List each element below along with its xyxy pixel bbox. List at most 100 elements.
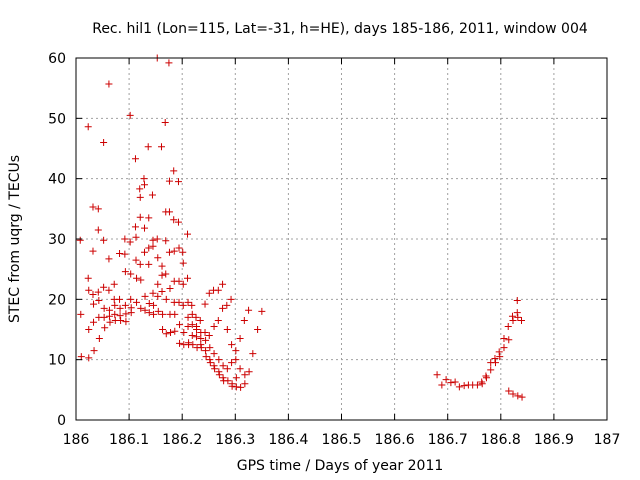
x-tick-label: 186.5 <box>321 432 361 448</box>
data-point <box>140 248 148 256</box>
data-point <box>495 348 503 356</box>
data-point <box>89 203 97 211</box>
data-point <box>211 365 219 373</box>
axis-ticks <box>75 57 608 421</box>
data-point <box>140 181 148 189</box>
data-point <box>105 306 113 314</box>
data-point <box>117 316 125 324</box>
data-point <box>236 365 244 373</box>
data-point <box>224 377 232 385</box>
data-point <box>159 326 167 333</box>
data-point <box>90 318 98 326</box>
y-tick-label: 50 <box>48 111 66 127</box>
data-point <box>184 298 192 306</box>
data-point <box>77 353 85 361</box>
data-point <box>174 218 182 226</box>
x-axis-label: GPS time / Days of year 2011 <box>237 458 444 474</box>
data-point <box>482 374 490 382</box>
data-point <box>442 376 450 384</box>
data-point <box>110 280 118 288</box>
data-point <box>149 236 157 244</box>
data-point <box>513 297 521 305</box>
chart-title: Rec. hil1 (Lon=115, Lat=-31, h=HE), days… <box>92 21 588 37</box>
data-point <box>491 359 499 367</box>
data-point <box>153 235 161 243</box>
grid-lines <box>76 58 607 420</box>
data-point <box>127 270 135 278</box>
data-point <box>165 208 173 216</box>
data-point <box>236 335 244 343</box>
data-point <box>201 300 209 308</box>
data-point <box>478 378 486 386</box>
data-point <box>245 306 253 314</box>
data-point <box>131 155 139 163</box>
x-tick-label: 187 <box>594 432 621 448</box>
x-tick-label: 186.2 <box>162 432 202 448</box>
data-point <box>127 295 135 303</box>
data-point <box>90 300 98 308</box>
data-point <box>85 326 93 333</box>
data-point <box>184 322 192 330</box>
data-point <box>227 295 235 303</box>
data-point <box>105 286 113 294</box>
data-point <box>140 175 148 183</box>
data-point <box>127 309 135 317</box>
data-point <box>100 283 108 291</box>
data-point <box>162 330 170 338</box>
data-point <box>206 344 214 352</box>
data-point <box>77 310 85 318</box>
data-point <box>126 238 134 246</box>
data-point <box>223 365 231 373</box>
x-tick-label: 186.3 <box>215 432 255 448</box>
data-point <box>140 224 148 232</box>
y-tick-label: 40 <box>48 172 66 188</box>
data-point <box>144 143 152 151</box>
data-point <box>202 347 210 355</box>
data-point <box>94 226 102 234</box>
data-point <box>85 354 93 362</box>
data-point <box>197 335 205 343</box>
data-point <box>170 247 178 255</box>
data-point <box>219 304 227 312</box>
x-tick-label: 186.7 <box>428 432 468 448</box>
data-point <box>84 123 92 131</box>
data-point <box>514 392 522 400</box>
data-point <box>105 312 113 320</box>
data-point <box>162 237 170 245</box>
data-point <box>126 111 134 119</box>
data-point <box>100 304 108 312</box>
data-point <box>84 274 92 282</box>
data-point <box>141 306 149 314</box>
data-point <box>179 259 187 267</box>
data-point <box>433 371 441 379</box>
data-point <box>509 390 517 398</box>
data-point <box>132 256 140 264</box>
data-point <box>111 301 119 309</box>
data-point <box>196 316 204 324</box>
data-point <box>237 383 245 391</box>
x-tick-label: 186.9 <box>534 432 574 448</box>
data-point <box>518 316 526 324</box>
data-point <box>154 280 162 288</box>
data-point <box>504 322 512 330</box>
data-point <box>219 374 227 382</box>
data-point <box>514 313 522 321</box>
data-point <box>215 371 223 379</box>
data-point <box>159 310 167 318</box>
data-point <box>179 248 187 256</box>
data-point <box>232 356 240 364</box>
data-point <box>158 287 166 295</box>
data-point <box>228 359 236 367</box>
data-point <box>165 59 173 67</box>
data-point <box>193 326 201 333</box>
data-point <box>184 313 192 321</box>
data-point <box>154 254 162 262</box>
data-point <box>228 382 236 390</box>
data-point <box>179 301 187 309</box>
data-point <box>175 298 183 306</box>
data-point <box>214 286 222 294</box>
data-point <box>136 260 144 268</box>
data-point <box>116 249 124 257</box>
